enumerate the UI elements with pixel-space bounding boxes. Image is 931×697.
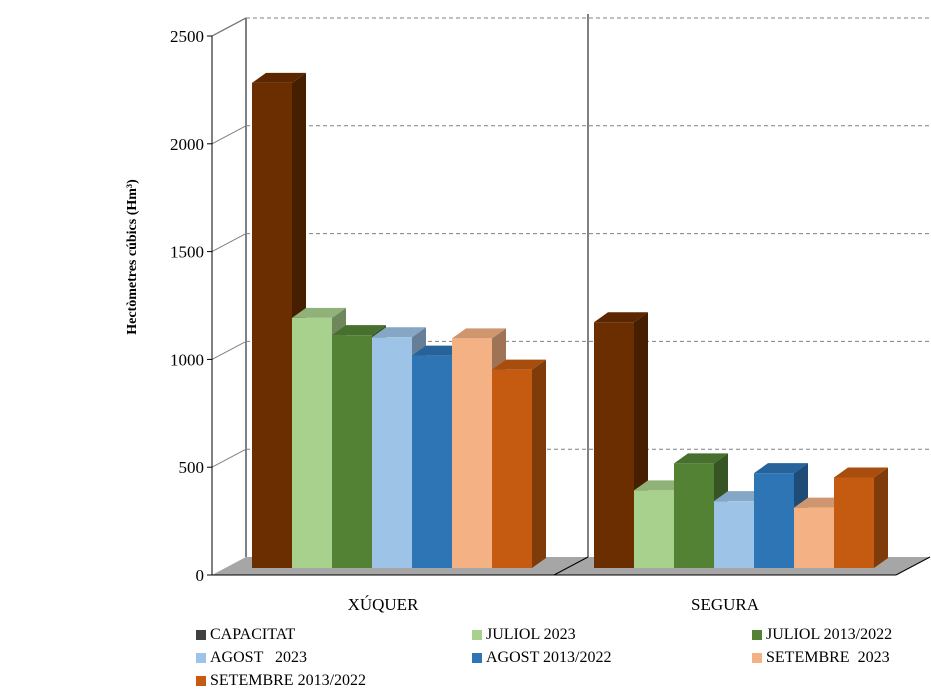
- legend-label: CAPACITAT: [210, 626, 296, 643]
- bar-front: [292, 317, 332, 568]
- legend-swatch: [196, 630, 206, 640]
- y-axis-label: Hectòmetres cúbics (Hm³): [125, 179, 140, 335]
- bar-top: [754, 463, 808, 474]
- legend-item: JULIOL 2013/2022: [752, 624, 931, 646]
- y-tick-label: 0: [196, 566, 205, 585]
- legend-item: CAPACITAT: [196, 624, 472, 646]
- bar-front: [492, 369, 532, 568]
- x-axis-depth-edge: [895, 556, 931, 576]
- legend-item: AGOST 2013/2022: [472, 647, 752, 669]
- legend-swatch: [752, 653, 762, 663]
- y-tick-label: 500: [179, 458, 205, 477]
- legend-label: SETEMBRE 2013/2022: [210, 672, 367, 689]
- legend-label: SETEMBRE 2023: [766, 649, 890, 666]
- bar-top: [252, 72, 306, 83]
- legend-swatch: [472, 630, 482, 640]
- bar-front: [834, 477, 874, 568]
- bar-front: [412, 355, 452, 568]
- legend-swatch: [752, 630, 762, 640]
- category-labels: XÚQUER SEGURA: [348, 595, 760, 614]
- legend: CAPACITAT JULIOL 2023 JULIOL 2013/2022 AGOS…: [196, 624, 931, 692]
- bar-front: [634, 490, 674, 568]
- legend-item: JULIOL 2023: [472, 624, 752, 646]
- bar-top: [332, 325, 386, 336]
- bar-top: [594, 312, 648, 323]
- bars: [252, 72, 888, 569]
- chart: 0 500 1000 1500 2000 2500 XÚQUER SEGURA Hectòm…: [125, 14, 931, 614]
- legend-swatch: [196, 653, 206, 663]
- side-grid-line: [211, 17, 247, 37]
- axes: [211, 36, 931, 576]
- legend-label: AGOST 2013/2022: [486, 649, 612, 666]
- legend-label: AGOST 2023: [210, 649, 308, 666]
- bar-top: [372, 327, 426, 338]
- side-grid-line: [211, 125, 247, 145]
- side-grid-line: [211, 233, 247, 253]
- legend-item: SETEMBRE 2013/2022: [196, 670, 472, 692]
- bar-front: [674, 463, 714, 568]
- legend-item: SETEMBRE 2023: [752, 647, 931, 669]
- legend-label: JULIOL 2013/2022: [766, 626, 893, 643]
- side-grid-line: [211, 340, 247, 360]
- y-tick-label: 1500: [170, 243, 204, 262]
- bar-side: [532, 359, 546, 568]
- bar: [834, 467, 888, 568]
- bar-front: [452, 338, 492, 568]
- side-grid-line: [211, 448, 247, 468]
- y-tick-labels: 0 500 1000 1500 2000 2500: [170, 27, 212, 585]
- y-tick-label: 2000: [170, 135, 204, 154]
- bar-side: [874, 467, 888, 568]
- bar-top: [452, 328, 506, 339]
- category-label: SEGURA: [691, 595, 760, 614]
- bar-front: [594, 322, 634, 568]
- bar-front: [794, 507, 834, 568]
- bar-front: [332, 335, 372, 568]
- legend-item: AGOST 2023: [196, 647, 472, 669]
- bar-top: [492, 359, 546, 370]
- bar-top: [834, 467, 888, 478]
- legend-swatch: [196, 676, 206, 686]
- y-tick-label: 1000: [170, 350, 204, 369]
- bar-front: [252, 82, 292, 569]
- category-floor-divider: [553, 556, 589, 576]
- y-tick-label: 2500: [170, 27, 204, 46]
- bar: [492, 359, 546, 568]
- legend-label: JULIOL 2023: [486, 626, 576, 643]
- bar-front: [754, 473, 794, 568]
- bar-top: [292, 307, 346, 318]
- bar-top: [674, 453, 728, 464]
- legend-swatch: [472, 653, 482, 663]
- category-label: XÚQUER: [348, 595, 419, 614]
- bar-front: [714, 501, 754, 568]
- bar-front: [372, 337, 412, 568]
